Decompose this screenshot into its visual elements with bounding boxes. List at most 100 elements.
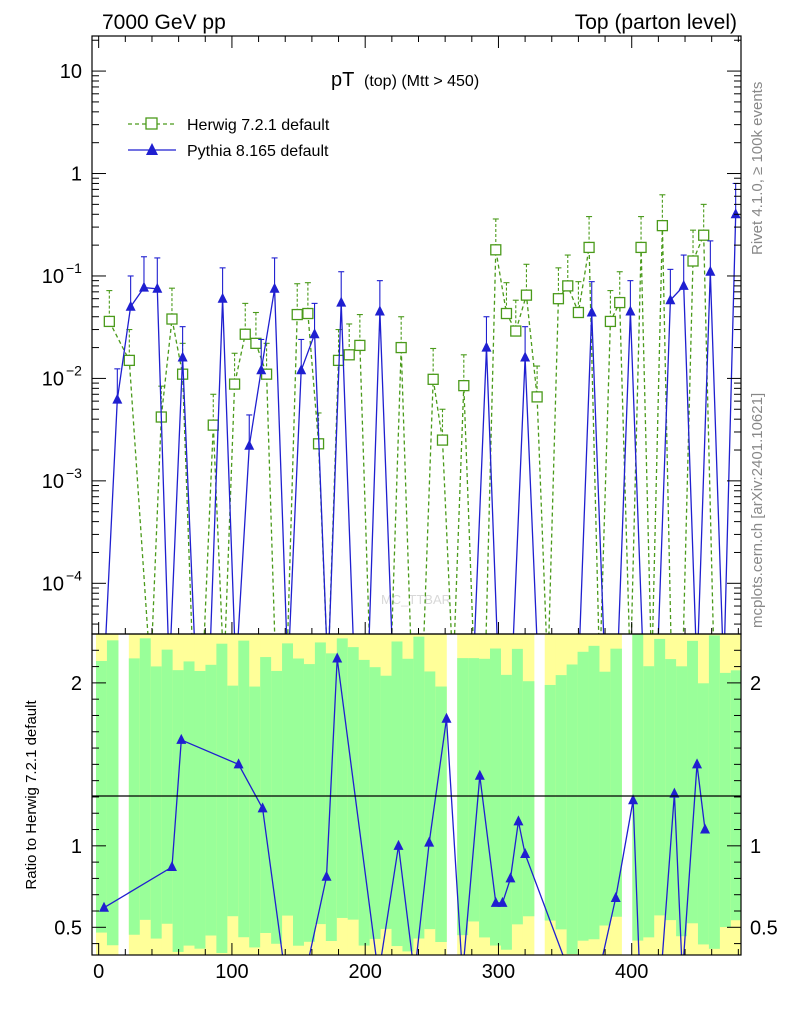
- data-point-square: [656, 219, 669, 232]
- y-tick-exponent: −1: [66, 260, 82, 276]
- data-point-triangle: [705, 265, 716, 276]
- ratio-band-green: [358, 659, 371, 946]
- ratio-band-green: [566, 664, 579, 955]
- data-point-square: [562, 280, 574, 292]
- data-point-triangle: [256, 364, 267, 375]
- y-tick-label: 10: [60, 61, 82, 83]
- filled-triangle-icon: [146, 143, 158, 155]
- data-point-triangle: [217, 292, 228, 303]
- ratio-band-green: [632, 634, 644, 941]
- data-point-square: [531, 391, 543, 403]
- ratio-y-tick-label: 2: [71, 673, 82, 695]
- ratio-point-triangle: [513, 815, 524, 826]
- legend: Herwig 7.2.1 default Pythia 8.165 defaul…: [128, 117, 330, 160]
- x-tick-label: 400: [615, 961, 648, 983]
- ratio-band-green: [227, 685, 239, 917]
- ratio-band-green: [479, 658, 491, 938]
- ratio-band-green: [654, 638, 666, 916]
- ratio-band-green: [424, 671, 436, 930]
- ratio-point-triangle: [393, 839, 404, 850]
- y-tick-exponent: −3: [66, 465, 82, 481]
- ratio-point-triangle: [441, 712, 452, 723]
- ratio-band-green: [303, 664, 316, 942]
- y-tick-label: 10: [42, 368, 64, 390]
- data-point-triangle: [269, 282, 280, 293]
- ratio-y-tick-label-right: 1: [750, 836, 761, 858]
- ratio-band-green: [205, 664, 217, 936]
- legend-pythia: Pythia 8.165 default: [128, 143, 329, 160]
- pythia-series-main: [105, 182, 741, 634]
- ratio-band-green: [282, 643, 294, 916]
- ratio-band-green: [599, 671, 611, 926]
- ratio-band-green: [336, 638, 349, 918]
- ratio-band-green: [588, 645, 601, 940]
- data-point-triangle: [138, 281, 149, 292]
- data-point-square: [103, 315, 115, 328]
- ratio-band-green: [391, 641, 404, 947]
- ratio-band-green: [643, 666, 655, 938]
- ratio-point-triangle: [176, 733, 187, 744]
- ratio-band-green: [314, 642, 327, 925]
- data-point-square: [239, 328, 251, 340]
- legend-herwig-label: Herwig 7.2.1 default: [187, 117, 330, 134]
- data-point-triangle: [296, 364, 307, 375]
- ratio-band-green: [139, 638, 152, 920]
- ratio-band-green: [293, 658, 305, 946]
- data-point-triangle: [586, 306, 597, 317]
- ratio-point-triangle: [321, 870, 332, 881]
- data-point-triangle: [374, 305, 385, 316]
- data-point-square: [343, 349, 355, 361]
- data-point-square: [302, 307, 314, 320]
- ratio-y-tick-label: 0.5: [54, 917, 82, 939]
- mcplots-label: mcplots.cern.ch [arXiv:2401.10621]: [749, 393, 766, 628]
- ratio-band-green: [511, 648, 524, 925]
- ratio-band-green: [708, 635, 721, 949]
- data-point-square: [614, 296, 626, 309]
- data-point-square: [604, 315, 617, 328]
- data-point-square: [572, 306, 585, 319]
- ratio-band-green: [325, 653, 338, 941]
- y-tick-label: 1: [71, 164, 82, 186]
- ratio-band-green: [435, 686, 447, 943]
- data-point-triangle: [309, 328, 320, 339]
- ratio-band-green: [271, 670, 283, 944]
- ratio-point-triangle: [424, 836, 435, 847]
- data-point-triangle: [244, 439, 255, 450]
- ratio-band-green: [369, 667, 382, 939]
- data-point-square: [583, 241, 595, 254]
- ratio-point-triangle: [692, 758, 703, 769]
- ratio-band-green: [730, 670, 741, 921]
- data-point-triangle: [177, 351, 188, 362]
- ratio-point-triangle: [98, 901, 109, 912]
- ratio-y-tick-label-right: 2: [750, 673, 761, 695]
- ratio-point-triangle: [700, 823, 711, 834]
- data-point-triangle: [152, 282, 163, 293]
- data-point-triangle: [678, 279, 689, 290]
- ratio-point-triangle: [520, 847, 531, 858]
- data-point-triangle: [520, 351, 531, 362]
- energy-label: 7000 GeV pp: [102, 11, 226, 34]
- ratio-point-triangle: [257, 802, 268, 813]
- data-point-square: [354, 339, 366, 352]
- ratio-band-green: [260, 657, 272, 933]
- data-point-square: [458, 379, 470, 392]
- ratio-point-triangle: [490, 896, 501, 907]
- ratio-point-triangle: [166, 861, 177, 872]
- data-point-square: [490, 244, 502, 256]
- ratio-point-triangle: [497, 896, 508, 907]
- y-tick-label: 10: [42, 266, 64, 288]
- pythia-series-ratio: [98, 652, 711, 955]
- ratio-point-triangle: [332, 652, 343, 663]
- ratio-band-green: [719, 672, 732, 928]
- ratio-band-green: [555, 675, 568, 930]
- ratio-point-triangle: [669, 787, 680, 798]
- data-point-square: [698, 229, 710, 241]
- ratio-y-tick-label-right: 0.5: [750, 917, 778, 939]
- data-point-square: [166, 313, 178, 325]
- ratio-point-triangle: [505, 872, 516, 883]
- ratio-band-green: [457, 658, 469, 936]
- data-point-triangle: [665, 294, 676, 305]
- ratio-point-triangle: [610, 891, 621, 902]
- ratio-band-green: [106, 640, 119, 946]
- y-tick-exponent: −2: [66, 362, 82, 378]
